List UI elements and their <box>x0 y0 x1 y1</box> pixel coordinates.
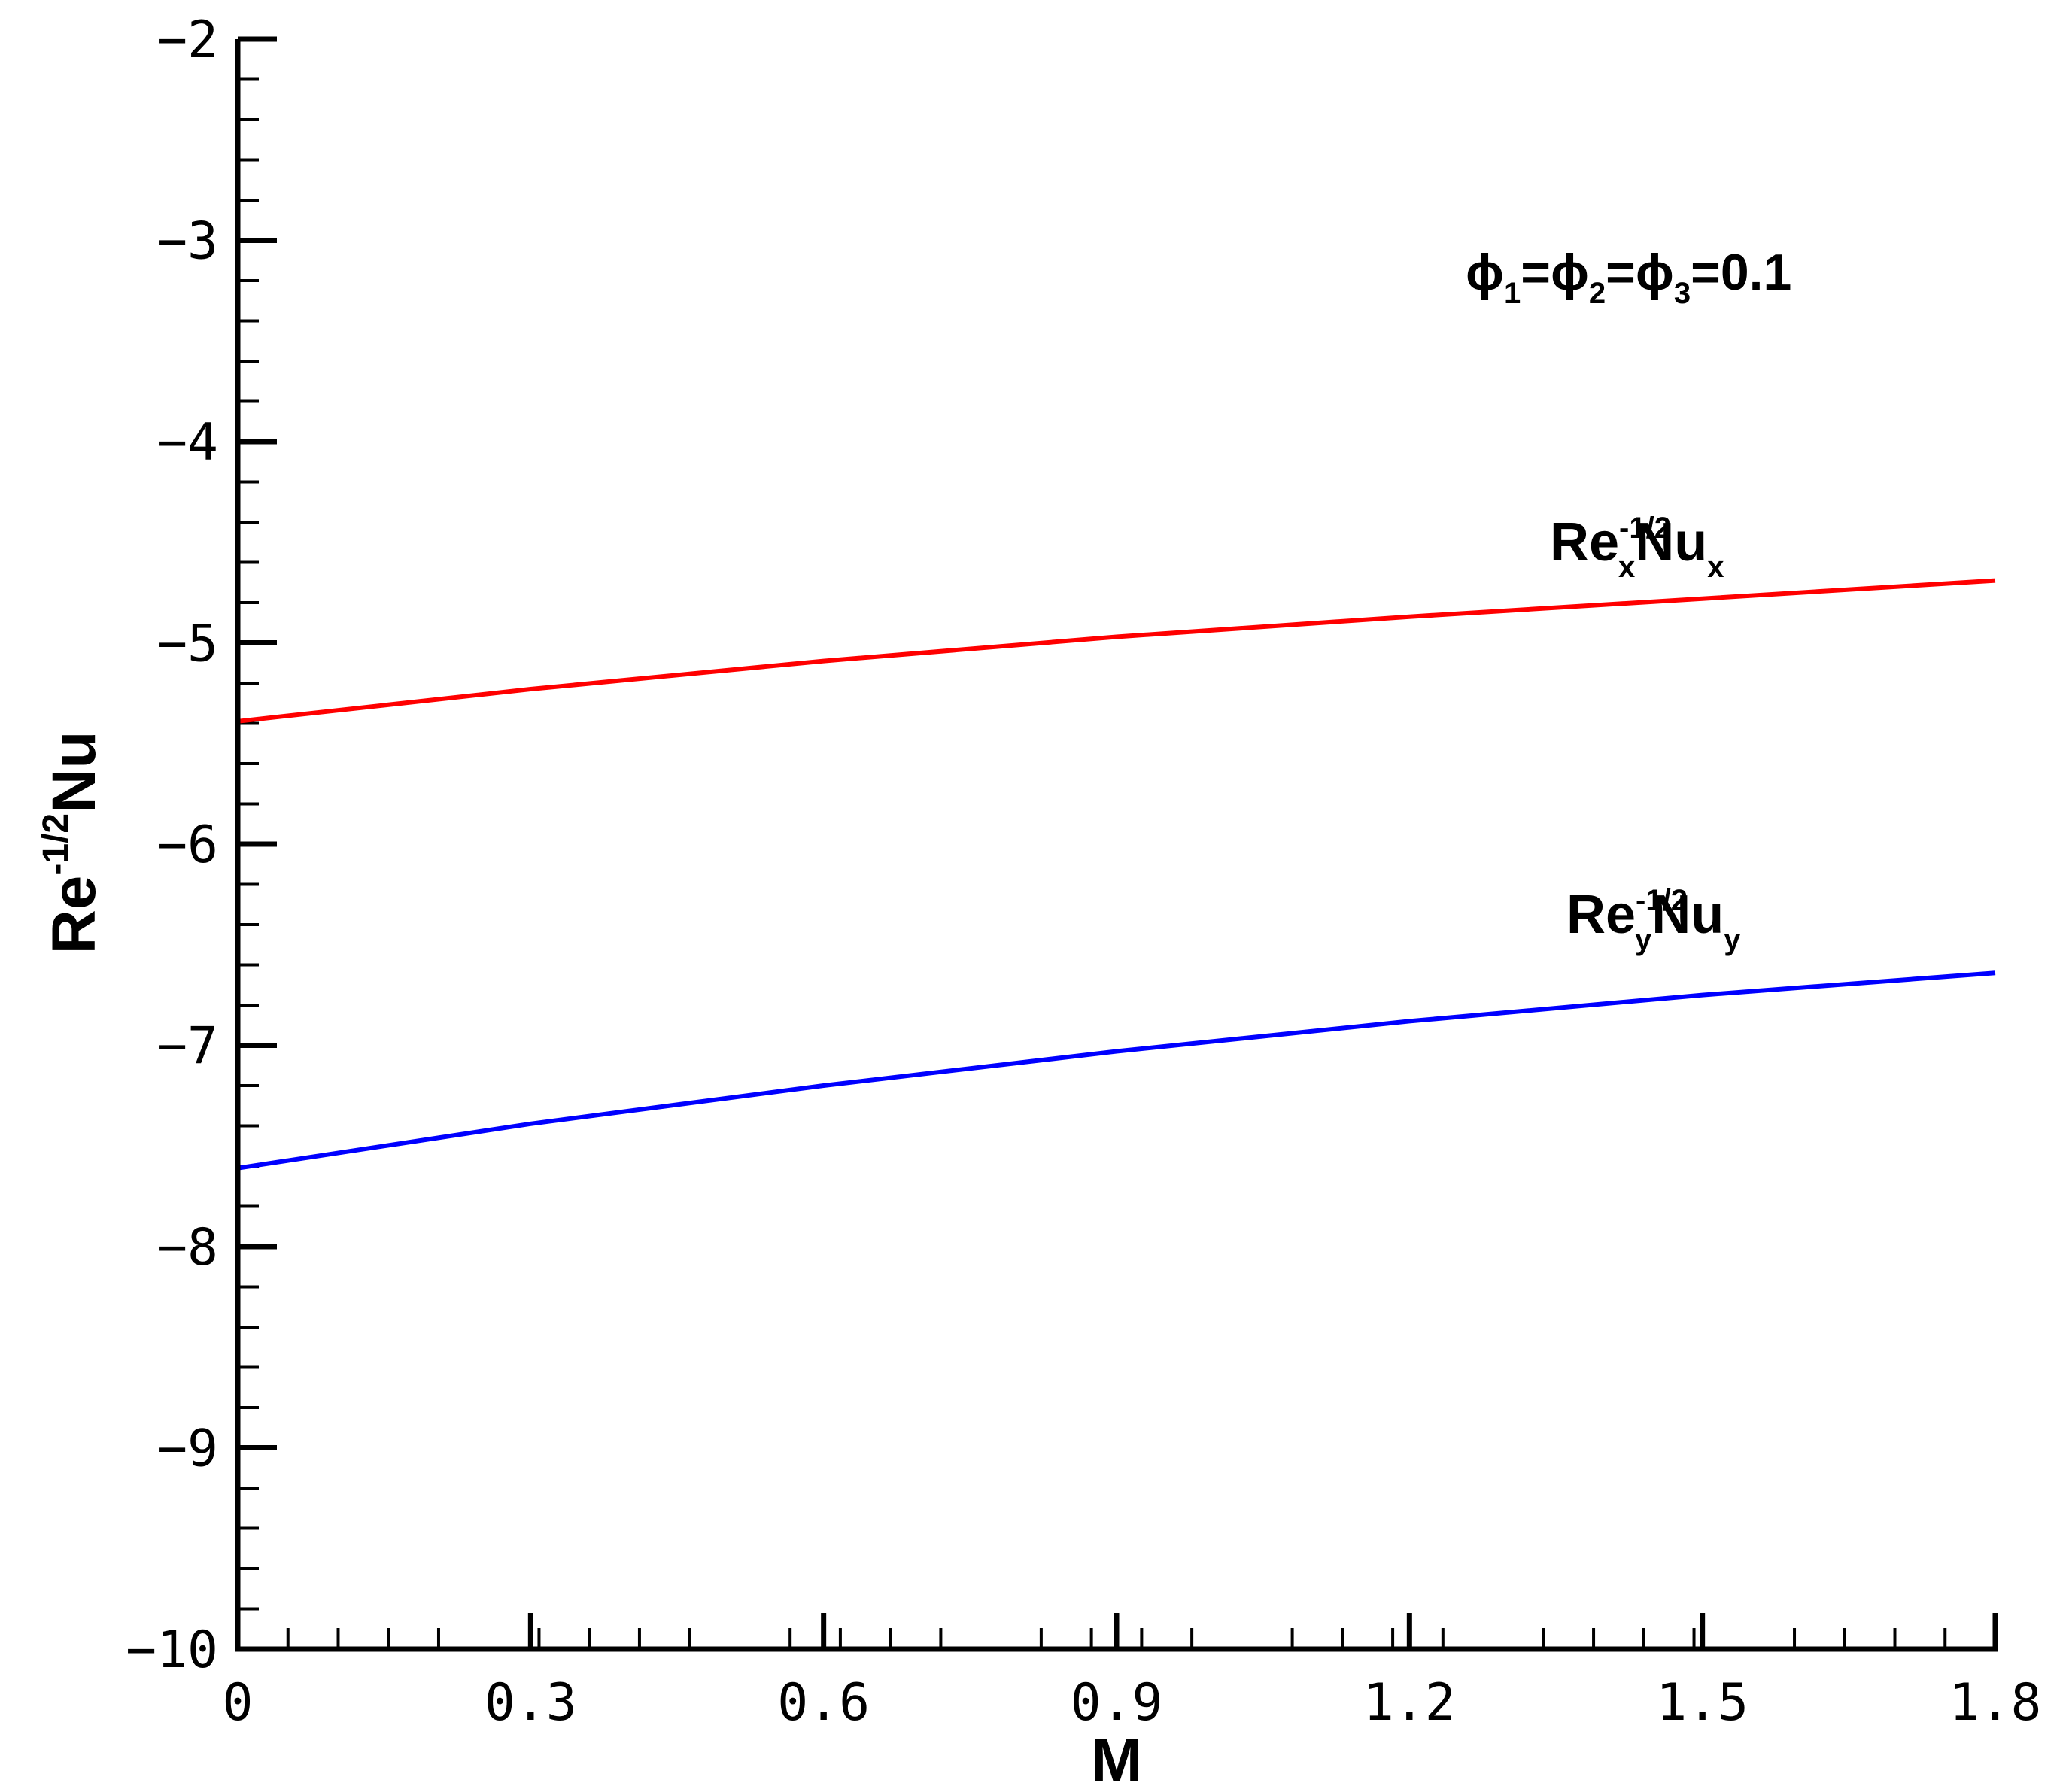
phi-eq-2: = <box>1606 244 1636 301</box>
x-tick-label: 0.3 <box>485 1673 577 1733</box>
tick-labels: 0 0.3 0.6 0.9 1.2 1.5 1.8 −2 −3 −4 −5 −6 −7 −8 −9 −10 <box>126 11 2041 1733</box>
series-label-nux: Re-1/2 xNux <box>1550 512 1724 584</box>
axes <box>235 39 1998 1652</box>
y-tick-label: −3 <box>156 212 218 272</box>
y-tick-label: −6 <box>156 816 218 875</box>
series-label-nux-sup: -1/2 <box>1619 512 1671 545</box>
series-label-nuy-sub2: y <box>1724 923 1741 956</box>
series-lines <box>237 578 1996 1171</box>
series-label-nuy-base: Re <box>1566 885 1636 945</box>
series-label-nux-base: Re <box>1550 512 1619 573</box>
y-axis-title-sup: -1/2 <box>36 813 76 876</box>
y-tick-label: −9 <box>156 1420 218 1479</box>
y-axis-title: Re-1/2Nu <box>36 731 108 955</box>
x-axis-title: M <box>1091 1727 1142 1792</box>
series-label-nux-mid: Nu <box>1635 512 1707 573</box>
x-tick-label: 0 <box>223 1673 254 1733</box>
y-tick-label: −5 <box>156 615 218 674</box>
series-label-nuy-sub1: y <box>1635 923 1652 956</box>
y-tick-label: −10 <box>126 1620 218 1680</box>
series-line-0 <box>237 578 1996 724</box>
phi-sub-3: 3 <box>1674 277 1691 310</box>
series-label-nux-sub1: x <box>1618 551 1635 584</box>
phi-annotation: ϕ1=ϕ2=ϕ3=0.1 <box>1466 244 1791 310</box>
y-tick-label: −7 <box>156 1017 218 1077</box>
phi-sym-1: ϕ <box>1466 244 1504 301</box>
axis-ticks <box>235 36 1998 1652</box>
series-line-1 <box>237 970 1996 1171</box>
phi-sym-3: ϕ <box>1636 244 1674 301</box>
y-tick-label: −8 <box>156 1218 218 1277</box>
series-label-nux-sub2: x <box>1707 551 1724 584</box>
y-axis-title-base: Re <box>40 876 108 955</box>
x-tick-label: 1.8 <box>1949 1673 2042 1733</box>
phi-value: 0.1 <box>1721 244 1792 301</box>
y-tick-label: −4 <box>156 413 218 472</box>
phi-eq-1: = <box>1521 244 1551 301</box>
x-tick-label: 1.2 <box>1363 1673 1456 1733</box>
series-label-nuy-mid: Nu <box>1651 885 1724 945</box>
phi-sub-2: 2 <box>1589 277 1606 310</box>
series-label-nuy: Re-1/2 yNuy <box>1566 884 1741 956</box>
phi-eq-3: = <box>1691 244 1721 301</box>
y-axis-title-tail: Nu <box>40 731 108 813</box>
x-tick-label: 0.6 <box>777 1673 870 1733</box>
series-label-nuy-sup: -1/2 <box>1636 884 1688 917</box>
phi-sym-2: ϕ <box>1551 244 1589 301</box>
phi-sub-1: 1 <box>1504 277 1521 310</box>
x-tick-label: 1.5 <box>1656 1673 1749 1733</box>
y-tick-label: −2 <box>156 11 218 70</box>
x-tick-label: 0.9 <box>1071 1673 1163 1733</box>
